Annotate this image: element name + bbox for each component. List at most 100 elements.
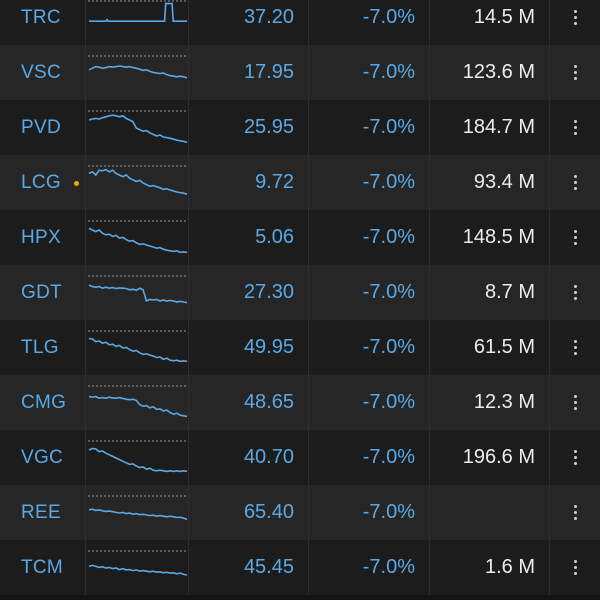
symbol-cell: PVD (0, 100, 86, 155)
price-cell: 27.30 (189, 265, 309, 320)
table-row[interactable]: TLG 49.95 -7.0% 61.5 M (0, 320, 600, 375)
price-sparkline (88, 165, 188, 195)
trading-volume: 14.5 M (473, 6, 535, 28)
percent-change: -7.0% (362, 116, 415, 138)
table-row[interactable]: GDT 27.30 -7.0% 8.7 M (0, 265, 600, 320)
last-price: 49.95 (243, 336, 294, 358)
more-vert-icon[interactable] (573, 340, 577, 355)
row-menu-button[interactable] (550, 45, 600, 100)
trading-volume: 123.6 M (462, 61, 535, 83)
price-cell: 9.72 (189, 155, 309, 210)
last-price: 37.20 (243, 6, 294, 28)
row-menu-button[interactable] (550, 210, 600, 265)
sparkline-path (88, 564, 188, 576)
change-cell: -7.0% (309, 210, 430, 265)
more-vert-icon[interactable] (573, 65, 577, 80)
stock-symbol[interactable]: LCG (21, 171, 61, 193)
more-vert-icon[interactable] (573, 230, 577, 245)
row-menu-button[interactable] (550, 155, 600, 210)
more-vert-icon[interactable] (573, 560, 577, 575)
table-row[interactable]: VGC 40.70 -7.0% 196.6 M (0, 430, 600, 485)
more-vert-icon[interactable] (573, 285, 577, 300)
sparkline-path (88, 168, 188, 195)
more-vert-icon[interactable] (573, 10, 577, 25)
table-row[interactable]: PVD 25.95 -7.0% 184.7 M (0, 100, 600, 155)
stock-symbol[interactable]: VSC (21, 61, 61, 83)
stock-symbol[interactable]: TRC (21, 6, 61, 28)
stock-symbol[interactable]: VGC (21, 446, 64, 468)
more-vert-icon[interactable] (573, 120, 577, 135)
stock-symbol[interactable]: GDT (21, 281, 63, 303)
price-sparkline (88, 385, 188, 417)
percent-change: -7.0% (362, 281, 415, 303)
stock-symbol[interactable]: PVD (21, 116, 61, 138)
change-cell: -7.0% (309, 485, 430, 540)
change-cell: -7.0% (309, 320, 430, 375)
row-menu-button[interactable] (550, 320, 600, 375)
more-vert-icon[interactable] (573, 505, 577, 520)
percent-change: -7.0% (362, 336, 415, 358)
change-cell: -7.0% (309, 100, 430, 155)
table-row[interactable]: VSC 17.95 -7.0% 123.6 M (0, 45, 600, 100)
row-menu-button[interactable] (550, 430, 600, 485)
row-menu-button[interactable] (550, 265, 600, 320)
row-menu-button[interactable] (550, 485, 600, 540)
sparkline-path (88, 447, 188, 472)
stock-symbol[interactable]: REE (21, 501, 61, 523)
price-sparkline (88, 550, 188, 576)
symbol-cell: REE (0, 485, 86, 540)
price-sparkline (88, 440, 188, 472)
last-price: 65.40 (243, 501, 294, 523)
last-price: 17.95 (243, 61, 294, 83)
table-row[interactable]: HPX 5.06 -7.0% 148.5 M (0, 210, 600, 265)
price-cell: 48.65 (189, 375, 309, 430)
symbol-cell: HPX (0, 210, 86, 265)
price-cell: 5.06 (189, 210, 309, 265)
row-menu-button[interactable] (550, 100, 600, 155)
sparkline-path (88, 227, 188, 253)
last-price: 9.72 (255, 171, 294, 193)
price-sparkline (88, 495, 188, 520)
sparkline-cell (86, 430, 189, 485)
volume-cell: 12.3 M (430, 375, 550, 430)
change-cell: -7.0% (309, 375, 430, 430)
more-vert-icon[interactable] (573, 395, 577, 410)
symbol-cell: VSC (0, 45, 86, 100)
percent-change: -7.0% (362, 446, 415, 468)
trading-volume: 196.6 M (462, 446, 535, 468)
table-row[interactable]: TRC 37.20 -7.0% 14.5 M (0, 0, 600, 45)
volume-cell (430, 485, 550, 540)
table-row[interactable]: TCM 45.45 -7.0% 1.6 M (0, 540, 600, 595)
row-menu-button[interactable] (550, 375, 600, 430)
row-menu-button[interactable] (550, 0, 600, 45)
table-row[interactable]: LCG 9.72 -7.0% 93.4 M (0, 155, 600, 210)
price-cell: 49.95 (189, 320, 309, 375)
more-vert-icon[interactable] (573, 175, 577, 190)
last-price: 40.70 (243, 446, 294, 468)
stock-symbol[interactable]: CMG (21, 391, 67, 413)
price-sparkline (88, 0, 188, 22)
table-row[interactable]: CMG 48.65 -7.0% 12.3 M (0, 375, 600, 430)
stock-symbol[interactable]: TCM (21, 556, 64, 578)
trading-volume: 8.7 M (484, 281, 535, 303)
price-sparkline (88, 110, 188, 143)
sparkline-path (89, 2, 187, 22)
symbol-cell: TLG (0, 320, 86, 375)
table-row[interactable]: REE 65.40 -7.0% (0, 485, 600, 540)
price-cell: 65.40 (189, 485, 309, 540)
symbol-cell: LCG (0, 155, 86, 210)
alert-dot-icon (74, 180, 79, 186)
more-vert-icon[interactable] (573, 450, 577, 465)
symbol-cell: TRC (0, 0, 86, 45)
sparkline-cell (86, 45, 189, 100)
trading-volume: 61.5 M (473, 336, 535, 358)
sparkline-cell (86, 0, 189, 45)
stock-symbol[interactable]: HPX (21, 226, 61, 248)
row-menu-button[interactable] (550, 540, 600, 595)
volume-cell: 184.7 M (430, 100, 550, 155)
stock-symbol[interactable]: TLG (21, 336, 59, 358)
percent-change: -7.0% (362, 501, 415, 523)
sparkline-path (88, 64, 188, 79)
sparkline-cell (86, 100, 189, 155)
